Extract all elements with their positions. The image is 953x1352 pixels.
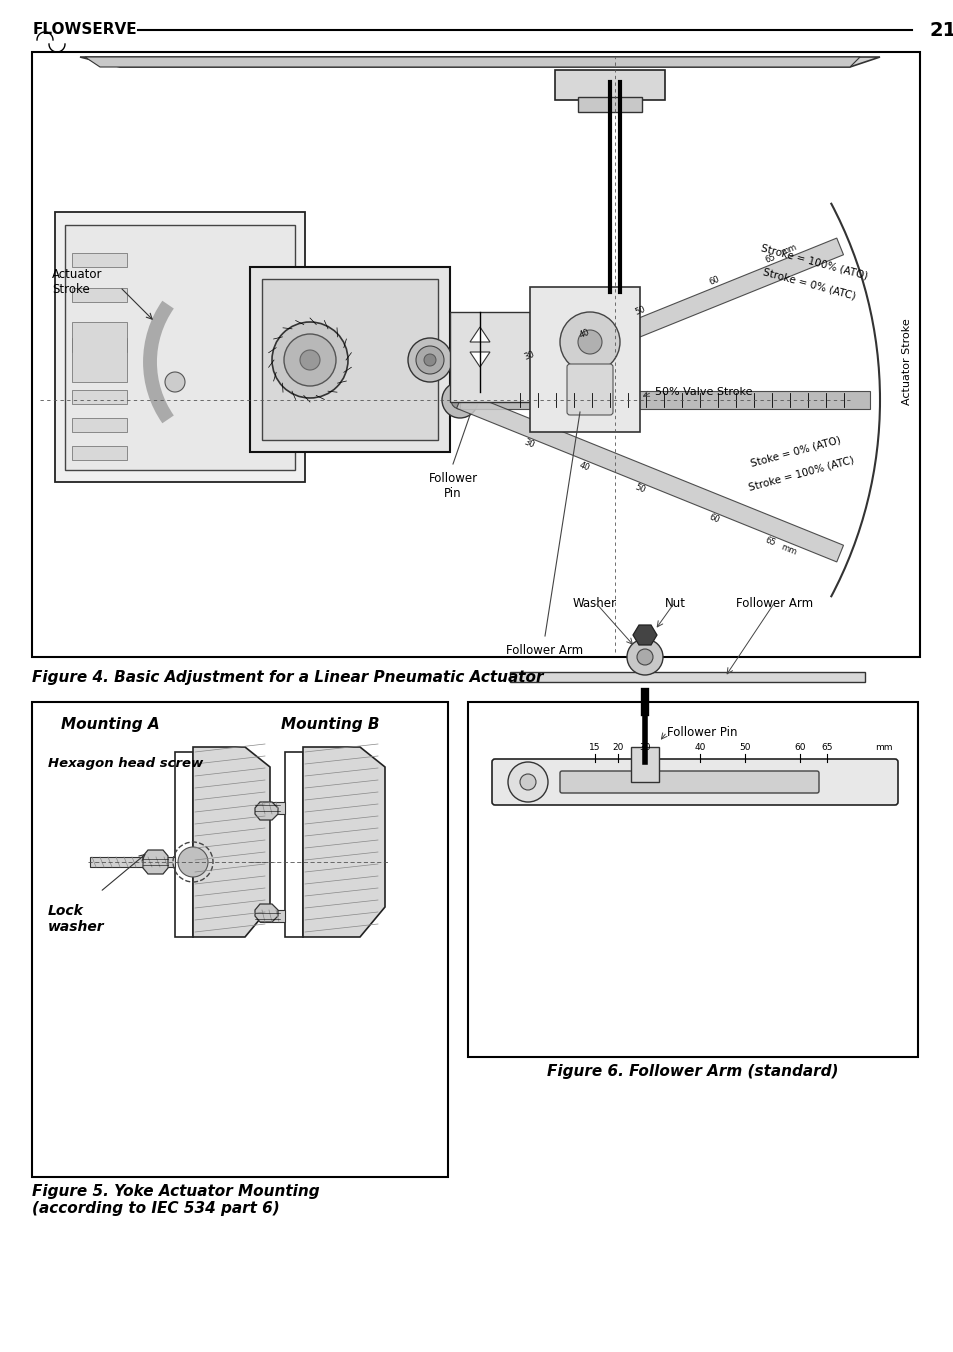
Polygon shape — [633, 625, 657, 645]
Text: 40: 40 — [578, 461, 591, 473]
Polygon shape — [254, 802, 277, 821]
Text: Stroke = 100% (ATO): Stroke = 100% (ATO) — [760, 243, 868, 281]
Text: Follower Arm: Follower Arm — [736, 598, 813, 610]
Bar — [468, 702, 917, 1057]
Circle shape — [165, 372, 185, 392]
Text: Actuator
Stroke: Actuator Stroke — [52, 268, 102, 296]
Circle shape — [299, 350, 319, 370]
Circle shape — [451, 391, 469, 410]
Polygon shape — [456, 238, 842, 408]
Bar — [285, 752, 303, 937]
Bar — [71, 338, 127, 352]
Text: Figure 4. Basic Adjustment for a Linear Pneumatic Actuator: Figure 4. Basic Adjustment for a Linear … — [32, 671, 543, 685]
FancyBboxPatch shape — [559, 771, 818, 794]
Circle shape — [441, 383, 477, 418]
Circle shape — [284, 334, 335, 387]
Text: 50% Valve Stroke: 50% Valve Stroke — [655, 387, 752, 397]
Text: Figure 6. Follower Arm (standard): Figure 6. Follower Arm (standard) — [547, 1064, 838, 1079]
Bar — [578, 97, 641, 112]
Polygon shape — [85, 57, 859, 68]
Circle shape — [178, 846, 208, 877]
Bar — [71, 418, 127, 433]
Circle shape — [408, 338, 452, 383]
Bar — [174, 752, 193, 937]
Polygon shape — [456, 392, 842, 562]
Polygon shape — [470, 352, 490, 366]
Text: 30: 30 — [639, 744, 650, 752]
Text: Nut: Nut — [664, 598, 685, 610]
Bar — [250, 266, 450, 452]
Text: 50: 50 — [633, 304, 646, 318]
Text: Follower Pin: Follower Pin — [666, 726, 737, 738]
Polygon shape — [143, 850, 168, 873]
Text: 30: 30 — [522, 350, 536, 362]
Polygon shape — [193, 748, 270, 937]
Text: Stroke = 0% (ATC): Stroke = 0% (ATC) — [761, 266, 856, 301]
Bar — [630, 748, 659, 781]
Bar — [71, 389, 127, 404]
Text: 40: 40 — [578, 327, 591, 339]
Bar — [71, 446, 127, 460]
Text: Washer: Washer — [573, 598, 617, 610]
Text: mm: mm — [874, 744, 892, 752]
Bar — [260, 802, 285, 814]
Text: Mounting A: Mounting A — [61, 717, 159, 731]
Text: mm: mm — [780, 544, 798, 557]
Text: 60: 60 — [794, 744, 805, 752]
Polygon shape — [254, 904, 277, 922]
Bar — [90, 857, 174, 867]
Text: mm: mm — [780, 242, 798, 257]
FancyBboxPatch shape — [492, 758, 897, 804]
Bar — [32, 702, 448, 1178]
Bar — [71, 322, 127, 383]
Bar — [71, 288, 127, 301]
Circle shape — [423, 354, 436, 366]
Text: 20: 20 — [612, 744, 623, 752]
Text: Lock
washer: Lock washer — [48, 904, 105, 934]
Bar — [450, 312, 530, 402]
Text: 60: 60 — [707, 274, 720, 287]
Text: Mounting B: Mounting B — [280, 717, 379, 731]
Text: 60: 60 — [707, 512, 720, 525]
Bar — [510, 672, 864, 681]
Text: Hexagon head screw: Hexagon head screw — [48, 757, 203, 771]
Bar — [260, 910, 285, 922]
Bar — [555, 70, 664, 100]
Text: 50: 50 — [739, 744, 750, 752]
Text: 65: 65 — [762, 253, 776, 265]
Polygon shape — [303, 748, 385, 937]
Circle shape — [578, 330, 601, 354]
Circle shape — [559, 312, 619, 372]
Text: 65: 65 — [821, 744, 832, 752]
Circle shape — [272, 322, 348, 397]
Circle shape — [416, 346, 443, 375]
Text: Stroke = 100% (ATC): Stroke = 100% (ATC) — [747, 456, 855, 493]
Bar — [32, 51, 919, 657]
Text: Follower Arm: Follower Arm — [506, 644, 583, 657]
Circle shape — [626, 639, 662, 675]
Polygon shape — [459, 391, 869, 410]
Text: 21: 21 — [929, 20, 953, 39]
Text: FLOWSERVE: FLOWSERVE — [33, 23, 137, 38]
Text: Actuator Stroke: Actuator Stroke — [901, 319, 911, 406]
Bar — [55, 212, 305, 483]
FancyBboxPatch shape — [566, 364, 613, 415]
Text: Figure 5. Yoke Actuator Mounting
(according to IEC 534 part 6): Figure 5. Yoke Actuator Mounting (accord… — [32, 1184, 319, 1217]
Polygon shape — [470, 327, 490, 342]
Text: 15: 15 — [589, 744, 600, 752]
Text: 30: 30 — [522, 438, 536, 450]
Polygon shape — [80, 57, 879, 68]
Text: 50: 50 — [633, 483, 646, 495]
Text: 65: 65 — [762, 535, 776, 548]
Circle shape — [507, 763, 547, 802]
Bar — [530, 287, 639, 433]
Text: Follower
Pin: Follower Pin — [428, 472, 477, 500]
Bar — [262, 279, 437, 439]
Circle shape — [519, 773, 536, 790]
Bar — [71, 253, 127, 266]
Bar — [65, 224, 294, 470]
Text: Stoke = 0% (ATO): Stoke = 0% (ATO) — [749, 435, 841, 469]
Circle shape — [637, 649, 652, 665]
Text: 40: 40 — [694, 744, 705, 752]
